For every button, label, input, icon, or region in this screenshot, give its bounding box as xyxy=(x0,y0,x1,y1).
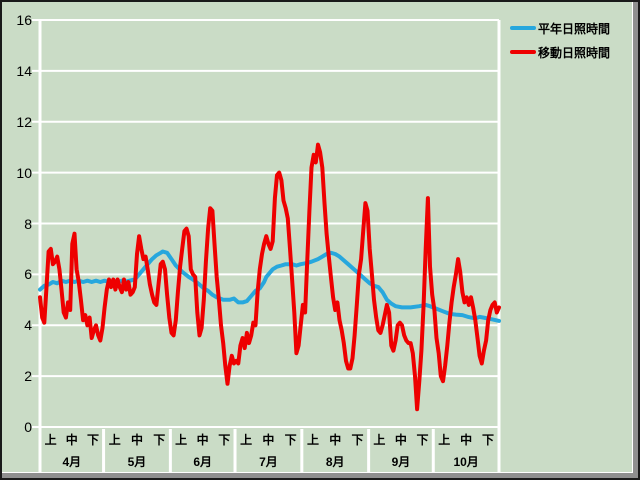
period-label-9月-中: 中 xyxy=(394,433,407,447)
period-label-9月-上: 上 xyxy=(373,433,386,447)
period-label-9月-下: 下 xyxy=(416,433,429,447)
y-tick-label-8: 8 xyxy=(24,215,32,232)
month-label-5月: 5月 xyxy=(127,455,147,469)
period-label-10月-上: 上 xyxy=(438,433,451,447)
normal-line-swatch xyxy=(510,26,536,30)
legend-label-moving: 移動日照時間 xyxy=(538,45,611,60)
period-label-6月-中: 中 xyxy=(196,433,209,447)
moving-line-swatch xyxy=(510,50,536,54)
y-tick-label-6: 6 xyxy=(24,266,32,283)
y-tick-label-0: 0 xyxy=(24,419,32,435)
month-label-6月: 6月 xyxy=(193,455,213,469)
period-label-8月-上: 上 xyxy=(306,433,319,447)
period-label-7月-上: 上 xyxy=(240,433,253,447)
y-tick-label-2: 2 xyxy=(24,368,32,385)
month-label-4月: 4月 xyxy=(62,455,82,469)
period-label-8月-下: 下 xyxy=(351,433,364,447)
period-label-8月-中: 中 xyxy=(329,433,342,447)
period-label-6月-下: 下 xyxy=(218,433,231,447)
period-label-4月-上: 上 xyxy=(44,433,57,447)
month-label-9月: 9月 xyxy=(391,455,411,469)
period-label-4月-中: 中 xyxy=(65,433,78,447)
period-label-7月-下: 下 xyxy=(284,433,297,447)
chart-legend: 平年日照時間 移動日照時間 xyxy=(510,16,610,64)
y-tick-label-10: 10 xyxy=(16,164,32,181)
y-tick-label-14: 14 xyxy=(16,62,32,79)
period-label-5月-下: 下 xyxy=(153,433,166,447)
month-label-8月: 8月 xyxy=(325,455,345,469)
legend-label-normal: 平年日照時間 xyxy=(538,21,611,36)
y-tick-label-12: 12 xyxy=(16,113,32,130)
period-label-5月-中: 中 xyxy=(130,433,143,447)
month-label-7月: 7月 xyxy=(259,455,278,469)
period-label-4月-下: 下 xyxy=(86,433,99,447)
period-label-10月-下: 下 xyxy=(482,433,495,447)
period-label-5月-上: 上 xyxy=(108,433,121,447)
period-label-6月-上: 上 xyxy=(175,433,188,447)
y-tick-label-16: 16 xyxy=(16,12,32,28)
moving-sunshine-line xyxy=(38,142,501,412)
legend-item-moving: 移動日照時間 xyxy=(510,40,610,64)
month-label-10月: 10月 xyxy=(453,455,479,469)
y-tick-label-4: 4 xyxy=(24,317,32,334)
period-label-7月-中: 中 xyxy=(262,433,275,447)
legend-item-normal: 平年日照時間 xyxy=(510,16,610,40)
period-label-10月-中: 中 xyxy=(460,433,473,447)
